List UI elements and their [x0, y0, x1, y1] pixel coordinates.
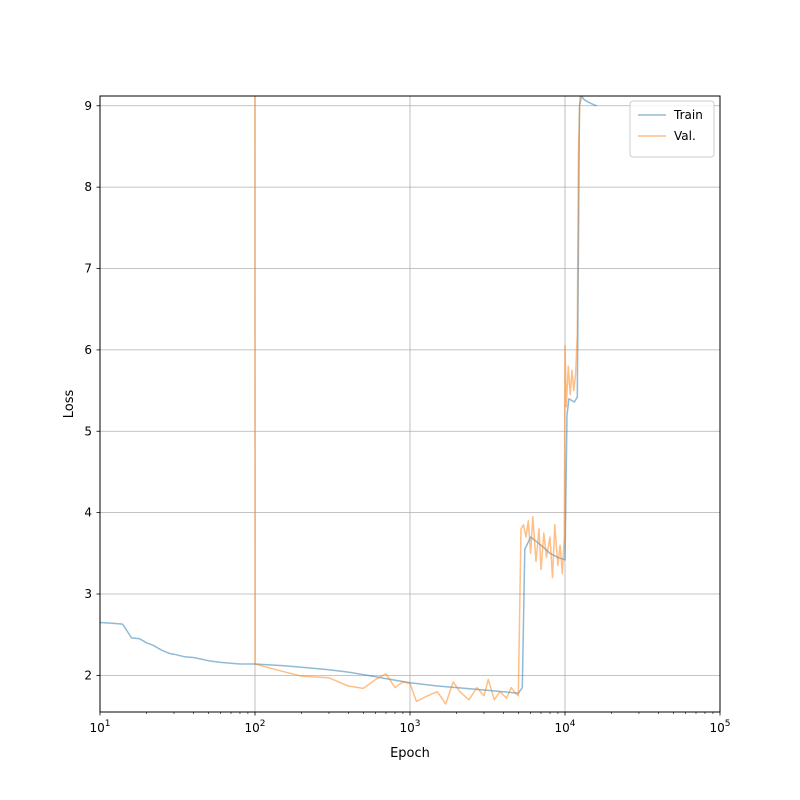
data-series: [100, 96, 597, 705]
y-tick-label: 8: [84, 180, 92, 194]
y-axis-label: Loss: [62, 390, 77, 419]
x-tick-label: 103: [399, 719, 420, 735]
legend-label-train: Train: [673, 108, 703, 122]
x-tick-label: 101: [89, 719, 110, 735]
series-line-val: [254, 96, 581, 705]
y-tick-label: 7: [84, 262, 92, 276]
y-tick-label: 4: [84, 506, 92, 520]
x-tick-label: 104: [554, 719, 575, 735]
y-tick-label: 3: [84, 587, 92, 601]
x-tick-label: 102: [244, 719, 265, 735]
x-axis-label: Epoch: [390, 746, 430, 761]
legend: Train Val.: [629, 100, 715, 158]
y-tick-label: 6: [84, 343, 92, 357]
y-tick-label: 2: [84, 668, 92, 682]
y-tick-label: 9: [84, 99, 92, 113]
y-tick-label: 5: [84, 424, 92, 438]
x-tick-label: 105: [709, 719, 730, 735]
legend-label-val: Val.: [674, 129, 696, 143]
series-line-train: [100, 96, 597, 695]
axis-ticks: 101 102 103 104 105 2 3 4 5 6 7 8 9: [84, 99, 730, 735]
